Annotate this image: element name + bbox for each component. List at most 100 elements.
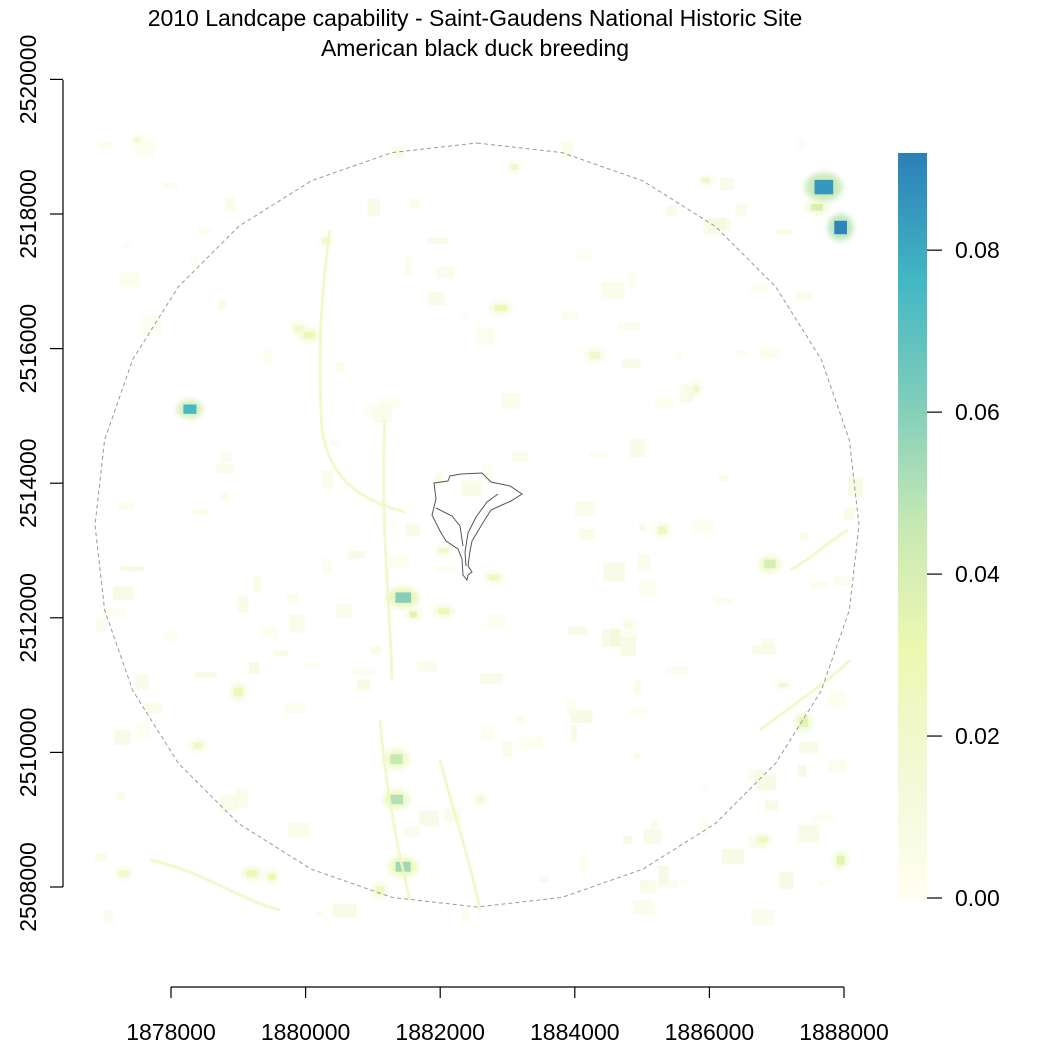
background-cell [336, 604, 353, 618]
background-cell [405, 523, 420, 537]
capability-patch [702, 178, 710, 183]
background-cell [619, 637, 636, 656]
background-cell [487, 614, 506, 630]
background-cell [639, 880, 656, 894]
capability-patch [476, 796, 485, 803]
background-cell [713, 597, 734, 605]
background-cell [479, 673, 503, 684]
drainage-line [378, 719, 412, 901]
background-cell [348, 550, 366, 559]
background-cell [722, 849, 745, 864]
capability-patch [234, 687, 243, 696]
background-cell [193, 509, 209, 515]
background-cell [322, 558, 333, 574]
background-cell [224, 197, 236, 212]
background-cell [409, 198, 421, 209]
y-tick-label: 2516000 [15, 304, 41, 394]
drainage-line [789, 528, 849, 572]
background-cell [96, 616, 107, 633]
background-cell [692, 520, 715, 535]
background-cell [378, 397, 400, 408]
background-cell [194, 672, 217, 678]
background-cell [218, 299, 227, 310]
background-cell [427, 238, 448, 244]
background-cell [779, 872, 794, 890]
background-cell [367, 198, 380, 216]
background-cell [144, 702, 163, 714]
background-cell [357, 679, 371, 691]
background-cell [435, 266, 454, 279]
background-cell [567, 626, 589, 636]
y-axis: 2508000 2510000 2512000 2514000 2516000 25180… [15, 35, 64, 932]
background-cell [650, 820, 658, 829]
background-cell [332, 903, 357, 918]
drainage-lines-layer [149, 229, 852, 912]
capability-patch [395, 592, 412, 603]
background-cell [475, 327, 495, 344]
capability-patch [834, 220, 847, 235]
capability-patch [193, 743, 203, 749]
background-cell [289, 614, 305, 633]
background-cell [461, 480, 482, 497]
capability-patch [590, 351, 601, 359]
background-cell [198, 228, 212, 234]
capability-patch [759, 836, 768, 843]
map-title: 2010 Landcape capability - Saint-Gaudens… [148, 5, 803, 31]
background-cell [776, 229, 792, 235]
capability-patch [489, 574, 500, 581]
background-cell [141, 316, 163, 335]
background-cell [389, 521, 399, 528]
background-cell [601, 281, 625, 300]
background-cell [190, 257, 198, 270]
background-cell [428, 292, 446, 306]
capability-patch [389, 794, 403, 805]
background-cell [628, 438, 646, 458]
background-cell [570, 724, 578, 742]
background-cell [123, 242, 131, 250]
background-cell [330, 440, 340, 446]
background-cell [570, 709, 593, 723]
capability-patch [764, 559, 776, 569]
capability-patch [799, 717, 809, 727]
x-tick-label: 1882000 [395, 1019, 485, 1045]
background-cell [643, 829, 662, 844]
background-cell [511, 451, 529, 463]
background-cell [373, 404, 392, 423]
background-cell [675, 351, 682, 360]
background-cell [621, 359, 641, 369]
background-cell [235, 788, 248, 808]
color-legend: 0.00 0.02 0.04 0.06 0.08 [898, 153, 1000, 911]
legend-tick-label: 0.02 [955, 723, 1000, 749]
background-cell [811, 813, 835, 823]
background-cell [482, 464, 493, 483]
background-cell [321, 470, 334, 489]
background-cell [114, 729, 131, 745]
x-tick-label: 1886000 [665, 1019, 755, 1045]
capability-patches-layer [113, 135, 854, 899]
background-cell [102, 607, 126, 616]
capability-patch [409, 611, 417, 618]
background-cell [718, 475, 729, 482]
background-cell [254, 576, 262, 592]
background-cell [794, 292, 813, 300]
background-cell [634, 752, 641, 759]
background-cell [700, 819, 709, 837]
capability-patch [814, 179, 834, 195]
background-cell [95, 853, 107, 862]
background-cell [844, 507, 856, 521]
drainage-line [438, 759, 482, 911]
background-cell [828, 690, 845, 707]
background-cell [828, 760, 847, 774]
legend-tick-label: 0.00 [955, 885, 1000, 911]
background-cell [580, 854, 587, 872]
background-cell [538, 876, 550, 883]
background-cell [284, 703, 306, 714]
background-cell [370, 646, 381, 655]
capability-patch [294, 325, 304, 332]
drainage-line [382, 419, 394, 681]
x-tick-label: 1884000 [530, 1019, 620, 1045]
background-cell [633, 900, 655, 915]
background-cell [249, 662, 260, 674]
background-cell [655, 397, 675, 409]
background-cell [98, 141, 112, 149]
